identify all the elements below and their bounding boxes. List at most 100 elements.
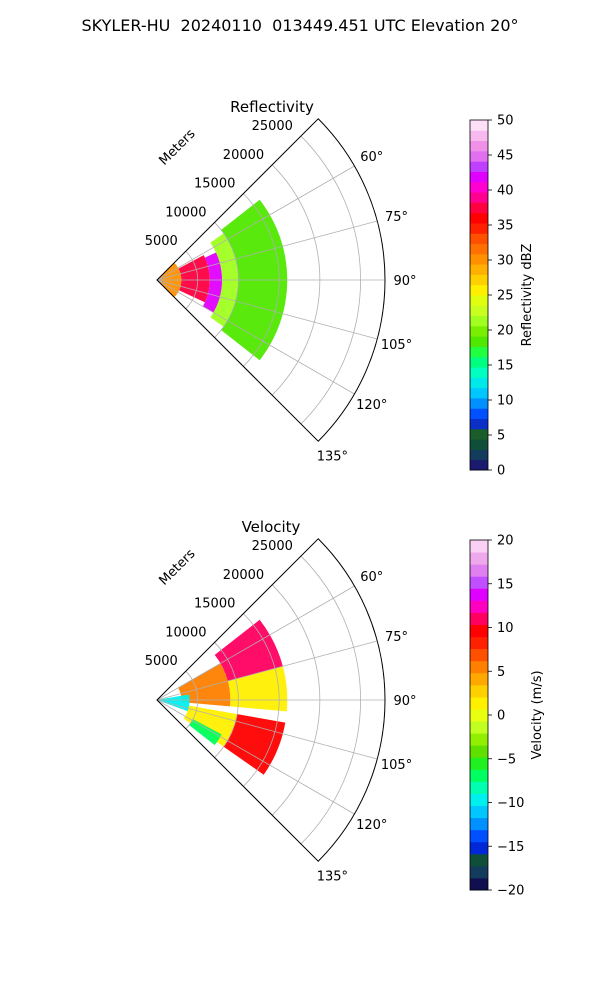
velocity-radial-label: Meters bbox=[157, 546, 199, 588]
data-region-0 bbox=[214, 619, 283, 682]
colorbar-segment-14 bbox=[470, 708, 488, 722]
data-region-5 bbox=[223, 714, 286, 775]
reflectivity-range-ticks: 5000 10000 15000 20000 25000 bbox=[145, 119, 293, 249]
colorbar-segment-27 bbox=[470, 552, 488, 565]
angle-tick-label-1: 75° bbox=[385, 630, 408, 645]
angle-spoke-1 bbox=[156, 220, 378, 281]
reflectivity-colorbar-label: Reflectivity dBZ bbox=[520, 244, 535, 347]
colorbar-segment-8 bbox=[470, 781, 488, 794]
angle-spoke-1 bbox=[156, 640, 378, 701]
colorbar-tick-label-0: −20 bbox=[497, 884, 524, 899]
colorbar-segment-13 bbox=[470, 721, 488, 734]
reflectivity-title: Reflectivity bbox=[230, 98, 314, 116]
colorbar-segment-3 bbox=[470, 428, 488, 440]
colorbar-segment-18 bbox=[470, 274, 488, 286]
colorbar-segment-4 bbox=[470, 829, 488, 843]
colorbar-segment-31 bbox=[470, 140, 488, 152]
colorbar-segment-10 bbox=[470, 757, 488, 770]
colorbar-segment-11 bbox=[470, 346, 488, 358]
figure-title: SKYLER-HU 20240110 013449.451 UTC Elevat… bbox=[81, 16, 519, 35]
colorbar-tick-label-5: 25 bbox=[497, 289, 514, 304]
angle-spoke-3 bbox=[156, 699, 378, 760]
velocity-title: Velocity bbox=[242, 518, 301, 536]
colorbar-segment-18 bbox=[470, 660, 488, 674]
colorbar-tick-label-6: 30 bbox=[497, 254, 514, 269]
range-tick-label-1: 10000 bbox=[165, 205, 206, 220]
colorbar-segment-28 bbox=[470, 540, 488, 553]
range-tick-label-2: 15000 bbox=[194, 177, 235, 192]
colorbar-segment-5 bbox=[470, 408, 488, 420]
velocity-range-ticks: 5000 10000 15000 20000 25000 bbox=[145, 539, 293, 669]
sector-frame bbox=[156, 538, 386, 862]
colorbar-segment-1 bbox=[470, 449, 488, 461]
velocity-colorbar-label: Velocity (m/s) bbox=[530, 670, 545, 759]
colorbar-segment-28 bbox=[470, 171, 488, 183]
angle-spoke-4 bbox=[156, 699, 355, 815]
colorbar-segment-15 bbox=[470, 696, 488, 710]
data-region-2 bbox=[178, 663, 231, 707]
colorbar-segment-7 bbox=[470, 793, 488, 807]
colorbar-segment-25 bbox=[470, 576, 488, 589]
colorbar-tick-label-2: −10 bbox=[497, 796, 524, 811]
data-region-1 bbox=[178, 255, 210, 303]
data-region-6 bbox=[189, 719, 222, 746]
colorbar-segment-17 bbox=[470, 672, 488, 686]
colorbar-segment-0 bbox=[470, 877, 488, 891]
colorbar-segment-22 bbox=[470, 612, 488, 625]
reflectivity-angle-ticks: 60° 75° 90° 105° 120° 135° bbox=[317, 150, 417, 464]
range-tick-label-3: 20000 bbox=[223, 568, 264, 583]
reflectivity-panel: Reflectivity 5000 10000 15000 20000 25000 60… bbox=[145, 98, 535, 479]
colorbar-tick-label-7: 35 bbox=[497, 219, 514, 234]
colorbar-segment-9 bbox=[470, 367, 488, 378]
colorbar-segment-24 bbox=[470, 212, 488, 224]
colorbar-tick-label-1: −15 bbox=[497, 840, 524, 855]
colorbar-tick-label-3: −5 bbox=[497, 752, 516, 767]
colorbar-segment-7 bbox=[470, 387, 488, 399]
colorbar-tick-label-7: 15 bbox=[497, 577, 514, 592]
colorbar-tick-label-8: 20 bbox=[497, 534, 514, 549]
colorbar-segment-8 bbox=[470, 377, 488, 389]
colorbar-segment-19 bbox=[470, 264, 488, 275]
reflectivity-grid bbox=[156, 118, 386, 442]
angle-tick-label-1: 75° bbox=[385, 210, 408, 225]
angle-spoke-0 bbox=[156, 585, 355, 701]
colorbar-segment-15 bbox=[470, 305, 488, 317]
colorbar-tick-label-10: 50 bbox=[497, 114, 514, 129]
colorbar-tick-label-0: 0 bbox=[497, 464, 505, 479]
colorbar-segment-3 bbox=[470, 841, 488, 855]
angle-tick-label-0: 60° bbox=[360, 150, 383, 165]
colorbar-tick-label-9: 45 bbox=[497, 149, 514, 164]
colorbar-segment-2 bbox=[470, 853, 488, 867]
colorbar-segment-29 bbox=[470, 161, 488, 172]
angle-tick-label-4: 120° bbox=[356, 398, 387, 413]
angle-spoke-3 bbox=[156, 279, 378, 340]
colorbar-segment-24 bbox=[470, 588, 488, 601]
reflectivity-colorbar: 0 5 10 15 20 25 30 35 40 45 50 bbox=[469, 114, 514, 479]
range-tick-label-4: 25000 bbox=[252, 539, 293, 554]
colorbar-tick-label-3: 15 bbox=[497, 359, 514, 374]
range-tick-label-1: 10000 bbox=[165, 625, 206, 640]
colorbar-tick-label-6: 10 bbox=[497, 621, 514, 636]
colorbar-segment-20 bbox=[470, 253, 488, 265]
range-tick-label-2: 15000 bbox=[194, 597, 235, 612]
range-tick-label-0: 5000 bbox=[145, 234, 178, 249]
angle-tick-label-0: 60° bbox=[360, 570, 383, 585]
velocity-panel: Velocity 5000 10000 15000 20000 25000 60° 75°… bbox=[145, 518, 545, 899]
colorbar-segment-6 bbox=[470, 397, 488, 409]
colorbar-segment-23 bbox=[470, 222, 488, 234]
colorbar-tick-label-8: 40 bbox=[497, 184, 514, 199]
angle-tick-label-5: 135° bbox=[317, 869, 348, 884]
colorbar-segment-21 bbox=[470, 243, 488, 255]
angle-tick-label-3: 105° bbox=[381, 338, 412, 353]
colorbar-tick-label-4: 20 bbox=[497, 324, 514, 339]
angle-tick-label-2: 90° bbox=[393, 694, 416, 709]
colorbar-segment-12 bbox=[470, 733, 488, 746]
colorbar-segment-25 bbox=[470, 202, 488, 214]
colorbar-segment-11 bbox=[470, 745, 488, 758]
colorbar-segment-23 bbox=[470, 600, 488, 613]
range-tick-label-0: 5000 bbox=[145, 654, 178, 669]
reflectivity-radial-label: Meters bbox=[157, 126, 199, 168]
angle-spoke-0 bbox=[156, 165, 355, 281]
